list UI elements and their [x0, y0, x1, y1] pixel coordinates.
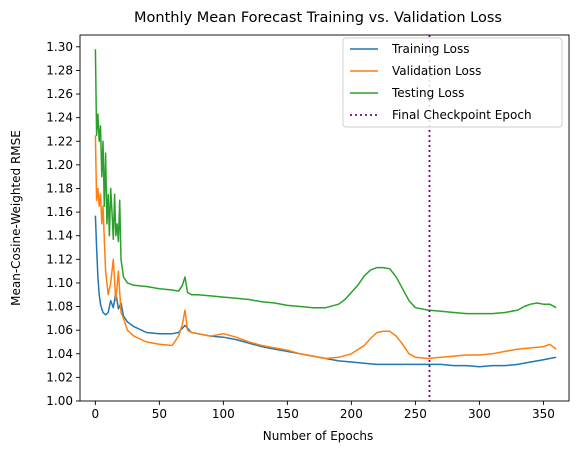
y-tick-label: 1.16 [46, 205, 73, 219]
testing-loss-line [94, 49, 557, 315]
y-tick-label: 1.10 [46, 276, 73, 290]
y-tick-label: 1.18 [46, 181, 73, 195]
y-tick-label: 1.24 [46, 111, 73, 125]
y-tick-label: 1.04 [46, 347, 73, 361]
y-tick-label: 1.22 [46, 134, 73, 148]
x-tick-label: 200 [340, 407, 363, 421]
legend-item-testing-label: Testing Loss [391, 86, 464, 100]
training-loss-line [94, 215, 557, 368]
x-tick-label: 150 [276, 407, 299, 421]
legend: Training Loss Validation Loss Testing Loss… [342, 37, 563, 128]
y-axis-label: Mean-Cosine-Weighted RMSE [9, 130, 23, 306]
x-tick-label: 300 [468, 407, 491, 421]
chart-title: Monthly Mean Forecast Training vs. Valid… [134, 10, 502, 26]
y-tick-label: 1.30 [46, 40, 73, 54]
x-tick-label: 0 [92, 407, 100, 421]
plot-frame [79, 34, 570, 402]
y-tick-label: 1.02 [46, 370, 73, 384]
legend-box [342, 37, 563, 128]
x-axis-ticks: 0 50 100 150 200 250 300 350 [92, 401, 555, 421]
x-tick-label: 250 [404, 407, 427, 421]
y-tick-label: 1.12 [46, 252, 73, 266]
validation-loss-line [94, 135, 557, 360]
y-tick-label: 1.00 [46, 394, 73, 408]
y-tick-label: 1.06 [46, 323, 73, 337]
x-tick-label: 100 [212, 407, 235, 421]
y-tick-label: 1.28 [46, 63, 73, 77]
legend-item-training-label: Training Loss [391, 42, 469, 56]
y-tick-label: 1.08 [46, 300, 73, 314]
legend-item-validation-label: Validation Loss [392, 64, 481, 78]
series-layer [94, 49, 557, 368]
x-tick-label: 350 [532, 407, 555, 421]
y-tick-label: 1.26 [46, 87, 73, 101]
y-tick-label: 1.20 [46, 158, 73, 172]
y-axis-ticks: 1.00 1.02 1.04 1.06 1.08 1.10 1.12 1.14 1.16 1.18… [46, 40, 80, 408]
legend-item-checkpoint-label: Final Checkpoint Epoch [392, 108, 532, 122]
y-tick-label: 1.14 [46, 229, 73, 243]
x-axis-label: Number of Epochs [263, 429, 373, 443]
x-tick-label: 50 [152, 407, 167, 421]
